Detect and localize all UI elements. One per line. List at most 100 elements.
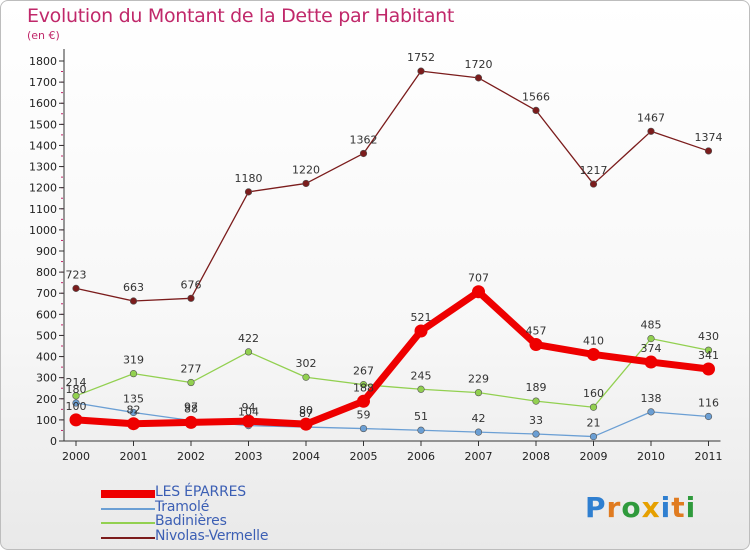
data-point [129, 297, 138, 305]
x-tick-label: 2010 [637, 450, 665, 463]
axes: 0 100 200 300 400 500 600 700 800 900 1000 1100 1200… [29, 49, 723, 463]
data-point [704, 147, 713, 155]
data-point [357, 394, 370, 408]
point-label: 1180 [235, 172, 263, 185]
point-label: 87 [299, 407, 313, 420]
point-label: 116 [698, 397, 719, 410]
point-label: 485 [641, 319, 662, 332]
data-point [589, 180, 598, 188]
x-tick-label: 2011 [695, 450, 723, 463]
point-label: 1720 [465, 58, 493, 71]
logo-letter: t [671, 491, 686, 524]
point-label: 1374 [695, 131, 723, 144]
data-point [644, 355, 658, 369]
y-tick-label: 900 [36, 245, 57, 258]
data-point [474, 389, 483, 397]
data-point [187, 378, 195, 387]
legend-label: Badinières [155, 513, 227, 529]
data-point [129, 408, 138, 417]
series-line [72, 288, 712, 428]
data-point [417, 67, 425, 75]
data-point [299, 417, 313, 431]
legend-swatch [101, 522, 155, 524]
point-label: 188 [353, 381, 374, 394]
series-points [69, 67, 715, 441]
point-label: 33 [529, 414, 543, 427]
point-label: 138 [641, 392, 662, 405]
point-label: 277 [181, 363, 202, 376]
legend-label: LES ÉPARRES [155, 484, 246, 500]
x-tick-label: 2003 [235, 450, 263, 463]
point-label: 97 [184, 401, 198, 414]
x-tick-label: 2007 [465, 450, 493, 463]
point-label: 94 [242, 401, 256, 414]
y-tick-label: 1800 [29, 55, 57, 68]
data-point [69, 413, 83, 427]
data-point [532, 106, 540, 114]
y-tick-label: 500 [36, 329, 57, 342]
point-label: 1752 [407, 51, 435, 64]
y-tick-label: 1500 [29, 118, 57, 131]
data-point [72, 284, 80, 292]
y-tick-label: 1400 [29, 139, 57, 152]
point-label: 723 [66, 268, 87, 281]
point-label: 21 [587, 417, 601, 430]
point-labels: 100 82 88 94 80 188 521 707 457 410 374 341 180 135 97… [66, 51, 723, 429]
y-tick-label: 100 [36, 414, 57, 427]
logo-letter: o [621, 491, 642, 524]
proxiti-logo: Proxiti [585, 491, 696, 524]
data-point [129, 370, 138, 378]
y-tick-label: 300 [36, 372, 57, 385]
data-point [417, 385, 425, 393]
logo-letter: r [606, 491, 622, 524]
data-point [127, 417, 140, 431]
point-label: 229 [468, 373, 489, 386]
point-label: 374 [641, 342, 662, 355]
x-tick-label: 2006 [407, 450, 435, 463]
y-tick-label: 1600 [29, 97, 57, 110]
point-label: 457 [526, 325, 547, 338]
data-point [242, 414, 255, 428]
y-tick-label: 700 [36, 287, 57, 300]
y-tick-label: 600 [36, 308, 57, 321]
point-label: 82 [127, 404, 141, 417]
data-point [187, 294, 195, 302]
point-label: 676 [181, 278, 202, 291]
data-point [72, 392, 80, 400]
point-label: 341 [698, 349, 719, 362]
legend-swatch [101, 507, 155, 510]
point-label: 135 [123, 393, 144, 406]
data-point [647, 127, 655, 135]
point-label: 319 [123, 354, 144, 367]
data-point [359, 381, 368, 389]
data-point [184, 415, 198, 429]
x-tick-label: 2008 [522, 450, 550, 463]
x-tick-label: 2001 [120, 450, 148, 463]
y-tick-label: 800 [36, 266, 57, 279]
point-label: 1566 [522, 90, 550, 103]
point-label: 88 [184, 402, 198, 415]
data-point [244, 188, 253, 196]
y-tick-label: 200 [36, 393, 57, 406]
data-point [704, 412, 713, 421]
legend-label: Tramolé [155, 498, 210, 515]
point-label: 410 [583, 334, 604, 347]
y-tick-label: 1300 [29, 161, 57, 174]
data-point [359, 149, 368, 158]
data-point [532, 397, 540, 405]
logo-letter: P [585, 491, 607, 524]
x-tick-label: 2009 [580, 450, 608, 463]
data-point [414, 324, 428, 338]
y-tick-label: 1000 [29, 224, 57, 237]
x-tick-label: 2000 [62, 450, 90, 463]
data-point [529, 338, 543, 352]
data-point [359, 424, 368, 433]
data-point [417, 426, 425, 434]
x-tick-label: 2004 [292, 450, 320, 463]
point-label: 42 [472, 412, 486, 425]
data-point [302, 373, 310, 381]
data-point [244, 348, 253, 356]
legend-swatch [101, 490, 155, 498]
